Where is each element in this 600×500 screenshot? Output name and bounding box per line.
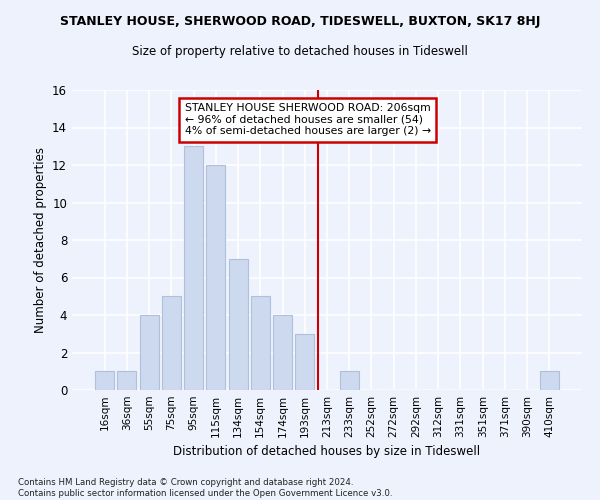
Text: Size of property relative to detached houses in Tideswell: Size of property relative to detached ho… <box>132 45 468 58</box>
Bar <box>95 371 114 390</box>
X-axis label: Distribution of detached houses by size in Tideswell: Distribution of detached houses by size … <box>173 446 481 458</box>
Bar <box>251 296 270 390</box>
Text: Contains HM Land Registry data © Crown copyright and database right 2024.
Contai: Contains HM Land Registry data © Crown c… <box>18 478 392 498</box>
Bar <box>340 371 359 390</box>
Y-axis label: Number of detached properties: Number of detached properties <box>34 147 47 333</box>
Bar <box>162 296 181 390</box>
Text: STANLEY HOUSE SHERWOOD ROAD: 206sqm
← 96% of detached houses are smaller (54)
4%: STANLEY HOUSE SHERWOOD ROAD: 206sqm ← 96… <box>185 103 431 136</box>
Text: STANLEY HOUSE, SHERWOOD ROAD, TIDESWELL, BUXTON, SK17 8HJ: STANLEY HOUSE, SHERWOOD ROAD, TIDESWELL,… <box>60 15 540 28</box>
Bar <box>118 371 136 390</box>
Bar <box>540 371 559 390</box>
Bar <box>273 315 292 390</box>
Bar <box>184 146 203 390</box>
Bar <box>295 334 314 390</box>
Bar <box>229 259 248 390</box>
Bar <box>140 315 158 390</box>
Bar <box>206 165 225 390</box>
